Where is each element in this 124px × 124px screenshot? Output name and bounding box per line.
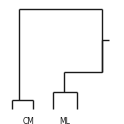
Text: CM: CM — [23, 117, 34, 124]
Text: ML: ML — [59, 117, 70, 124]
